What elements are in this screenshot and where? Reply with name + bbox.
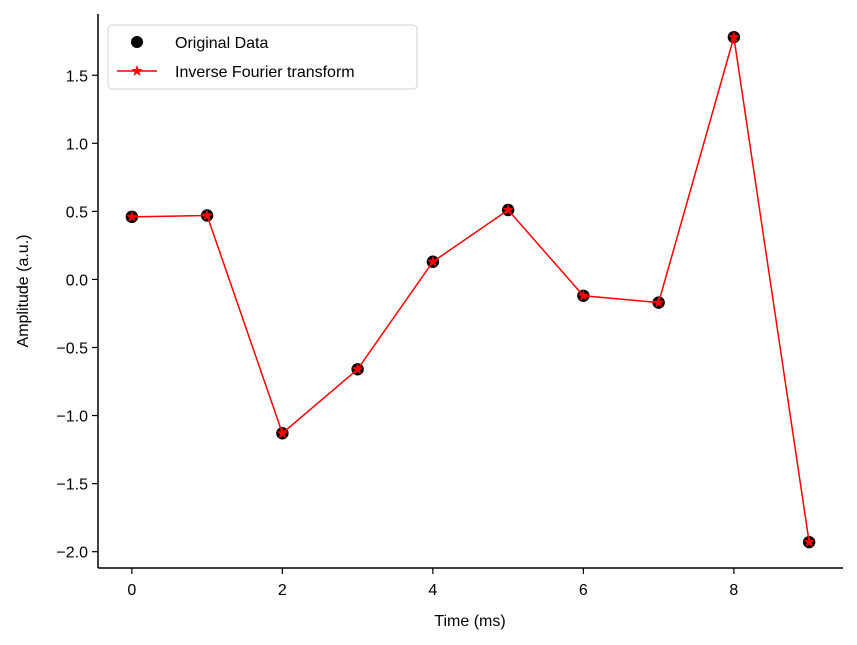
y-tick-label: −1.5 — [56, 477, 88, 494]
y-tick-label: 1.0 — [66, 136, 88, 153]
x-tick-label: 4 — [428, 582, 437, 599]
x-ticks: 0 2 4 6 8 — [127, 568, 738, 599]
legend-label-inverse-fourier: Inverse Fourier transform — [175, 64, 355, 81]
series-line-inverse-fourier — [131, 36, 810, 543]
x-tick-label: 6 — [579, 582, 588, 599]
legend-box — [107, 24, 418, 90]
legend-star-marker-icon — [131, 65, 143, 76]
legend-label-original-data: Original Data — [175, 35, 268, 52]
data-point-inverse — [728, 31, 740, 42]
series-layer — [125, 30, 816, 549]
data-point-inverse — [351, 363, 364, 375]
y-ticks: −2.0 −1.5 −1.0 −0.5 0.0 0.5 1.0 1.5 — [56, 68, 98, 562]
x-tick-label: 2 — [278, 582, 287, 599]
y-tick-label: −0.5 — [56, 340, 88, 357]
y-tick-label: 0.0 — [66, 272, 88, 289]
data-point-inverse — [276, 427, 289, 439]
series-original-data — [125, 30, 816, 549]
y-tick-label: −2.0 — [56, 545, 88, 562]
legend-circle-marker-icon — [131, 36, 143, 48]
y-axis-title: Amplitude (a.u.) — [15, 235, 32, 348]
data-point-inverse — [502, 204, 514, 215]
legend-entry-inverse-fourier: Inverse Fourier transform — [117, 64, 355, 81]
data-point-inverse — [427, 255, 439, 267]
y-tick-label: 0.5 — [66, 204, 88, 221]
data-point-inverse — [803, 536, 815, 547]
x-tick-label: 0 — [127, 582, 136, 599]
data-point-inverse — [126, 210, 138, 222]
y-tick-label: −1.0 — [56, 409, 88, 426]
legend-entry-original-data: Original Data — [131, 35, 268, 52]
x-tick-label: 8 — [729, 582, 738, 599]
data-point-inverse — [652, 296, 665, 308]
data-point-inverse — [577, 289, 590, 301]
y-tick-label: 1.5 — [66, 68, 88, 85]
axes — [97, 14, 843, 569]
x-axis-title: Time (ms) — [434, 613, 505, 630]
series-inverse-fourier — [126, 31, 815, 547]
legend: Original Data Inverse Fourier transform — [107, 24, 418, 90]
data-point-inverse — [201, 209, 213, 221]
